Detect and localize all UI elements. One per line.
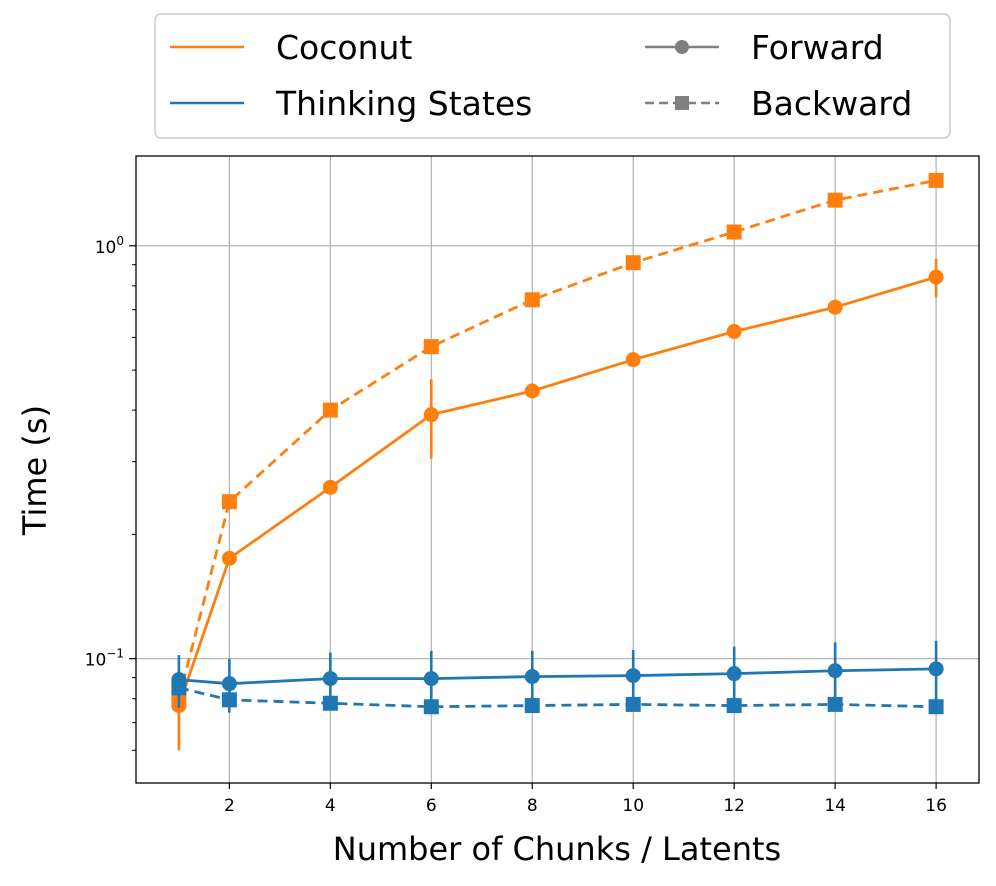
legend-label-backward: Backward bbox=[751, 84, 912, 123]
data-point bbox=[524, 698, 540, 714]
data-point bbox=[625, 352, 641, 368]
data-point bbox=[625, 696, 641, 712]
data-point bbox=[827, 663, 843, 679]
data-point bbox=[827, 299, 843, 315]
legend-label-coconut: Coconut bbox=[276, 28, 412, 67]
data-point bbox=[423, 699, 439, 715]
legend-label-thinking-states: Thinking States bbox=[275, 84, 532, 123]
data-point bbox=[322, 671, 338, 687]
data-point bbox=[928, 172, 944, 188]
data-point bbox=[827, 192, 843, 208]
data-point bbox=[322, 479, 338, 495]
data-point bbox=[726, 324, 742, 340]
data-point bbox=[726, 224, 742, 240]
legend: Coconut Thinking States Forward Backward bbox=[154, 13, 951, 139]
data-point bbox=[726, 666, 742, 682]
x-tick-label: 8 bbox=[527, 796, 538, 816]
x-tick-label: 14 bbox=[824, 796, 846, 816]
data-point bbox=[625, 255, 641, 271]
x-tick-label: 2 bbox=[224, 796, 235, 816]
series-thinking-states-backward bbox=[171, 680, 944, 715]
x-tick-label: 12 bbox=[723, 796, 745, 816]
legend-marker-forward bbox=[675, 40, 689, 54]
y-tick-label-base: 10 bbox=[95, 238, 117, 258]
series-layer bbox=[171, 172, 944, 751]
data-point bbox=[221, 550, 237, 566]
data-point bbox=[625, 668, 641, 684]
x-tick-label: 4 bbox=[325, 796, 336, 816]
y-tick-label: 100 bbox=[95, 234, 124, 258]
data-point bbox=[322, 695, 338, 711]
data-point bbox=[524, 383, 540, 399]
y-tick-label-exponent: 0 bbox=[116, 234, 124, 248]
data-point bbox=[928, 661, 944, 677]
x-tick-label: 16 bbox=[925, 796, 947, 816]
y-axis-title: Time (s) bbox=[16, 405, 54, 536]
data-point bbox=[827, 696, 843, 712]
data-point bbox=[322, 402, 338, 418]
data-point bbox=[221, 676, 237, 692]
data-point bbox=[171, 680, 187, 696]
x-tick-label: 6 bbox=[426, 796, 437, 816]
y-tick-label-exponent: −1 bbox=[106, 647, 124, 661]
series-thinking-states-forward bbox=[171, 640, 944, 713]
plot-area bbox=[136, 156, 979, 783]
y-tick-label-base: 10 bbox=[85, 651, 107, 671]
legend-marker-backward bbox=[675, 96, 689, 110]
x-tick-label: 10 bbox=[622, 796, 644, 816]
data-point bbox=[221, 494, 237, 510]
legend-frame bbox=[154, 13, 951, 139]
data-point bbox=[726, 698, 742, 714]
legend-label-forward: Forward bbox=[751, 28, 884, 67]
data-point bbox=[423, 671, 439, 687]
y-tick-label: 10−1 bbox=[85, 647, 124, 671]
data-point bbox=[928, 269, 944, 285]
data-point bbox=[221, 692, 237, 708]
data-point bbox=[423, 339, 439, 355]
x-axis-title: Number of Chunks / Latents bbox=[333, 830, 781, 868]
plot-frame bbox=[135, 155, 980, 784]
data-point bbox=[928, 699, 944, 715]
x-axis-ticks: 2 4 6 8 10 12 14 16 bbox=[224, 783, 947, 816]
data-point bbox=[524, 669, 540, 685]
series-line bbox=[177, 179, 937, 700]
data-point bbox=[524, 292, 540, 308]
data-point bbox=[423, 407, 439, 423]
